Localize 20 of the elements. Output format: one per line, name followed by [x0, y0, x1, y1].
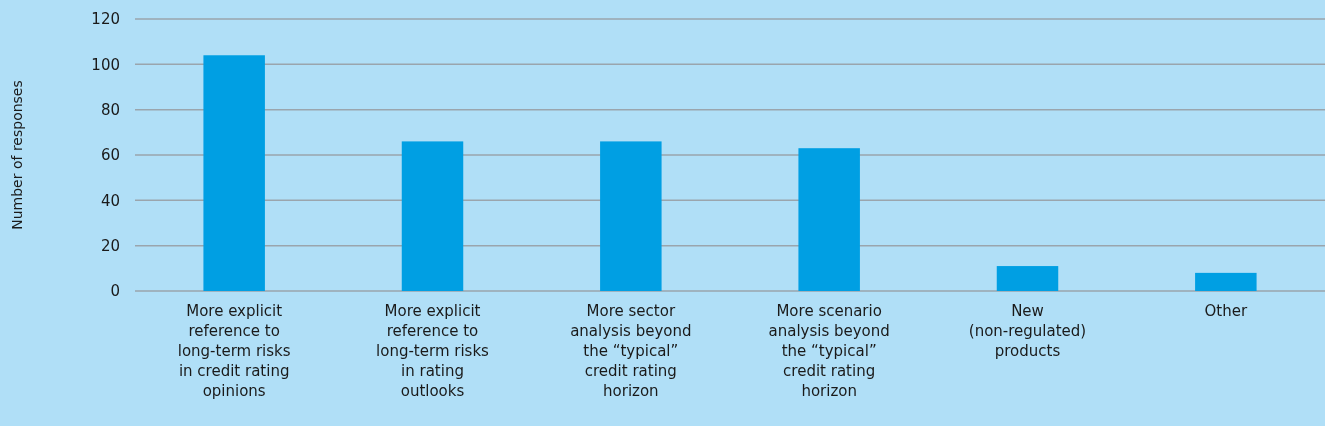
- y-tick-label: 60: [100, 146, 120, 165]
- x-tick-label: More scenario analysis beyond the “typical” credit rating horizon: [768, 302, 890, 400]
- bar: [600, 141, 662, 291]
- y-tick-label: 0: [110, 282, 120, 301]
- x-tick-label: More sector analysis beyond the “typical” credit rating horizon: [570, 302, 692, 400]
- x-tick-label: New (non-regulated) products: [968, 302, 1087, 360]
- bar: [203, 55, 265, 291]
- x-tick-label: Other: [1204, 302, 1248, 320]
- x-tick-label: More explicit reference to long-term risks in rating outlooks: [376, 302, 490, 400]
- bar: [996, 266, 1059, 291]
- bar: [1195, 272, 1257, 291]
- x-tick-label: More explicit reference to long-term risks in credit rating opinions: [177, 302, 291, 400]
- y-tick-label: 120: [91, 10, 120, 29]
- y-tick-label: 80: [100, 100, 120, 119]
- y-tick-label: 100: [91, 55, 120, 74]
- bar: [401, 141, 464, 291]
- y-tick-label: 40: [100, 191, 120, 210]
- y-axis-title: Number of responses: [9, 80, 25, 230]
- bar: [798, 148, 860, 291]
- y-tick-label: 20: [100, 236, 120, 255]
